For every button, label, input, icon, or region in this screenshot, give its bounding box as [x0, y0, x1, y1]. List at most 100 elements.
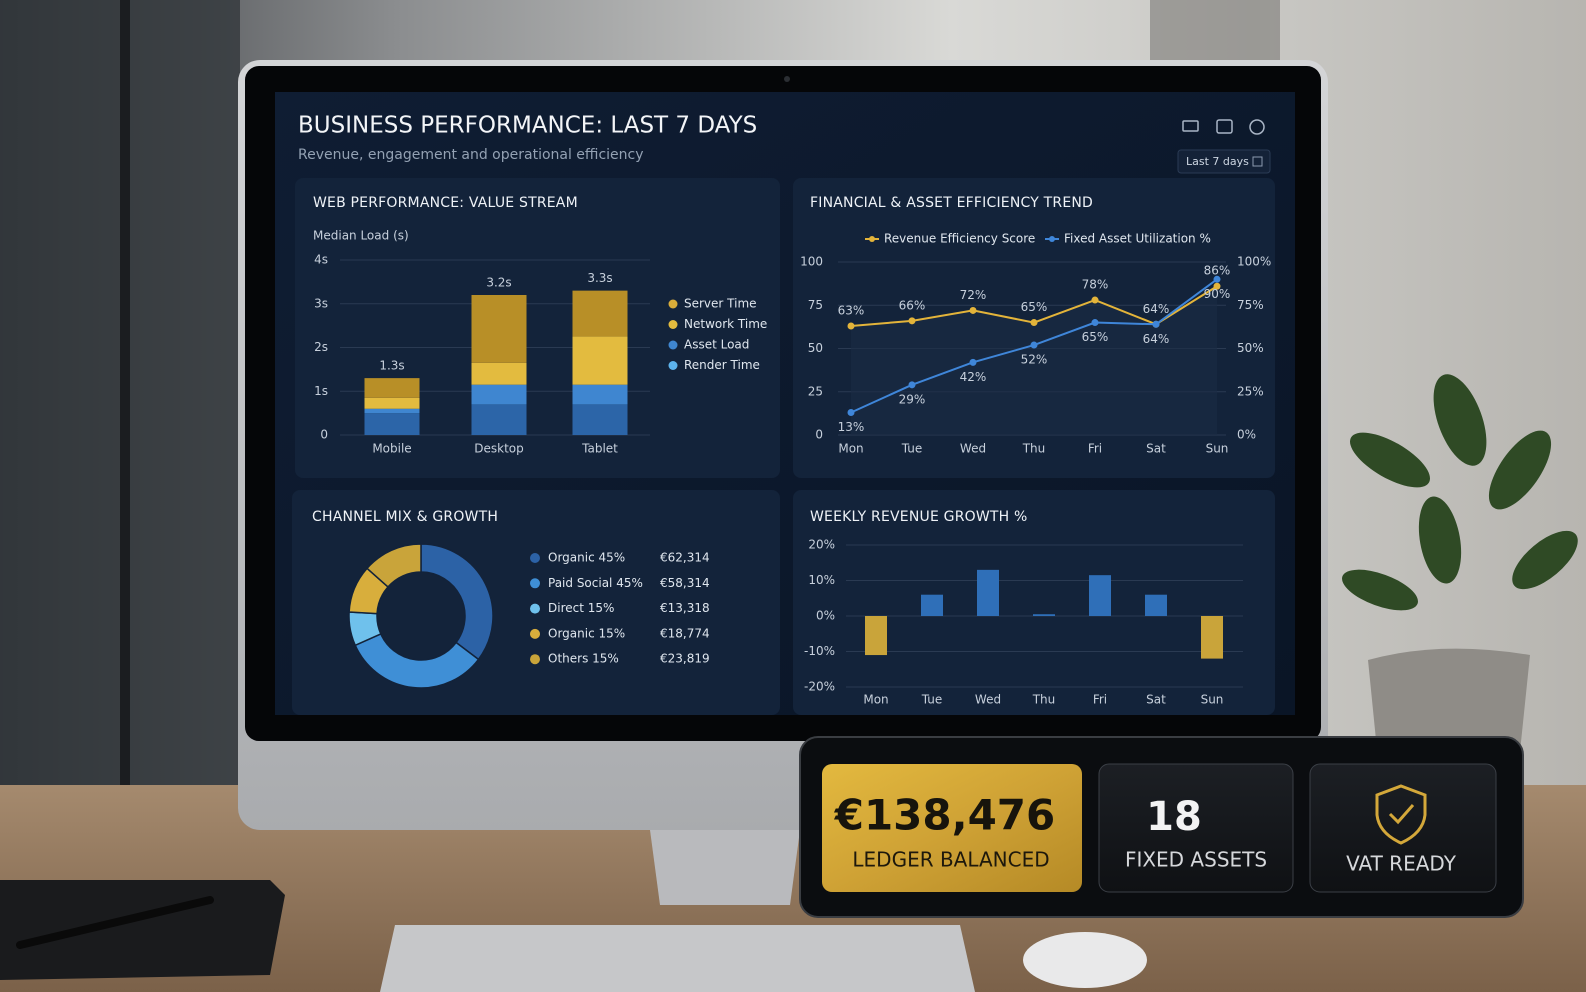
- plant-leaves: [1342, 374, 1578, 611]
- y-tick-label: 75: [808, 298, 823, 312]
- point: [1152, 320, 1160, 328]
- kpi-card: [1309, 763, 1497, 893]
- y-tick-label: 75%: [1237, 298, 1264, 312]
- legend-marker: [668, 320, 678, 329]
- point: [1213, 282, 1221, 290]
- x-tick-label: Sun: [1201, 693, 1224, 707]
- data-label: 63%: [838, 304, 865, 318]
- data-label: 90%: [1204, 287, 1231, 301]
- y-tick-label: 50%: [1237, 341, 1264, 355]
- y-tick-label: 2s: [314, 340, 328, 354]
- y-tick-label: -20%: [804, 680, 835, 694]
- point: [1091, 319, 1099, 327]
- mouse: [1023, 932, 1147, 988]
- value-label: €13,318: [660, 601, 710, 615]
- legend-label: Others 15%: [548, 652, 619, 666]
- data-label: 66%: [899, 298, 926, 312]
- bar-segment: [364, 378, 420, 398]
- total-label: 3.2s: [486, 276, 511, 290]
- image-icon[interactable]: [1216, 119, 1233, 134]
- legend-marker: [869, 236, 875, 242]
- notebook: [0, 880, 285, 980]
- calendar-icon[interactable]: [1252, 156, 1263, 167]
- bar-segment: [572, 290, 628, 337]
- legend-marker: [530, 578, 540, 589]
- value-label: €62,314: [660, 551, 710, 565]
- point: [847, 322, 855, 330]
- y-tick-label: 25%: [1237, 384, 1264, 398]
- legend-label: Direct 15%: [548, 601, 614, 615]
- bar: [1145, 594, 1167, 616]
- legend-marker: [530, 654, 540, 665]
- bar: [1201, 616, 1223, 659]
- bar: [1033, 614, 1055, 616]
- charts: 0 1s 2s 3s 4s Mobile 1.3s Desktop 3.2s Tablet 3.3s…: [314, 232, 1271, 707]
- legend-label: Network Time: [684, 317, 767, 331]
- x-tick-label: Wed: [975, 693, 1001, 707]
- date-selector-label[interactable]: Last 7 days: [1186, 155, 1249, 168]
- x-tick-label: Wed: [960, 442, 986, 456]
- kpi-value: €138,476: [834, 791, 1056, 840]
- settings-icon[interactable]: [1249, 119, 1265, 135]
- donut-slice: [365, 543, 422, 588]
- kpi-label: VAT READY: [1346, 852, 1457, 876]
- bar-segment: [471, 404, 527, 435]
- bar-segment: [364, 397, 420, 409]
- donut-slice: [420, 543, 494, 661]
- point: [1091, 296, 1099, 304]
- legend-marker: [668, 299, 678, 309]
- value-label: €23,819: [660, 652, 710, 666]
- x-tick-label: Tue: [921, 693, 943, 707]
- legend-label: Revenue Efficiency Score: [884, 232, 1035, 246]
- legend-marker: [668, 340, 678, 350]
- bar: [865, 616, 887, 656]
- y-tick-label: 0: [320, 428, 328, 442]
- y-tick-label: -10%: [804, 644, 835, 658]
- x-tick-label: Thu: [1022, 442, 1046, 456]
- x-tick-label: Fri: [1088, 442, 1102, 456]
- data-label: 13%: [838, 420, 865, 434]
- data-label: 65%: [1021, 300, 1048, 314]
- data-label: 29%: [899, 392, 926, 406]
- point: [908, 317, 916, 325]
- data-label: 65%: [1082, 330, 1109, 344]
- panel-title: WEB PERFORMANCE: VALUE STREAM: [313, 195, 578, 211]
- check-icon: [1388, 804, 1415, 825]
- x-tick-label: Sun: [1206, 442, 1229, 456]
- y-tick-label: 1s: [314, 384, 328, 398]
- legend-label: Server Time: [684, 297, 757, 311]
- point: [1030, 341, 1038, 349]
- bar-segment: [471, 295, 527, 363]
- bar-segment: [572, 404, 628, 435]
- bar-segment: [364, 413, 420, 435]
- x-tick-label: Mon: [863, 693, 888, 707]
- donut-slice: [354, 632, 480, 689]
- panel-title: FINANCIAL & ASSET EFFICIENCY TREND: [810, 195, 1093, 211]
- x-tick-label: Mon: [838, 442, 863, 456]
- legend-label: Paid Social 45%: [548, 576, 643, 590]
- total-label: 1.3s: [379, 359, 404, 373]
- point: [847, 409, 855, 417]
- y-tick-label: 0%: [1237, 428, 1256, 442]
- kpi-label: FIXED ASSETS: [1125, 848, 1267, 872]
- point: [1213, 275, 1221, 283]
- data-label: 64%: [1143, 332, 1170, 346]
- data-label: 78%: [1082, 278, 1109, 292]
- monitor-icon[interactable]: [1182, 120, 1199, 132]
- date-selector[interactable]: [1177, 149, 1271, 174]
- legend-marker: [668, 361, 678, 370]
- bar-segment: [572, 384, 628, 405]
- bar: [977, 569, 999, 616]
- total-label: 3.3s: [587, 271, 612, 285]
- header-icons[interactable]: [1182, 119, 1265, 135]
- y-axis-label: Median Load (s): [313, 229, 409, 243]
- x-tick-label: Tue: [901, 442, 923, 456]
- y-tick-label: 0%: [816, 609, 835, 623]
- value-label: €58,314: [660, 576, 710, 590]
- y-tick-label: 20%: [808, 538, 835, 552]
- y-tick-label: 3s: [314, 296, 328, 310]
- legend-label: Fixed Asset Utilization %: [1064, 232, 1211, 246]
- y-tick-label: 4s: [314, 253, 328, 267]
